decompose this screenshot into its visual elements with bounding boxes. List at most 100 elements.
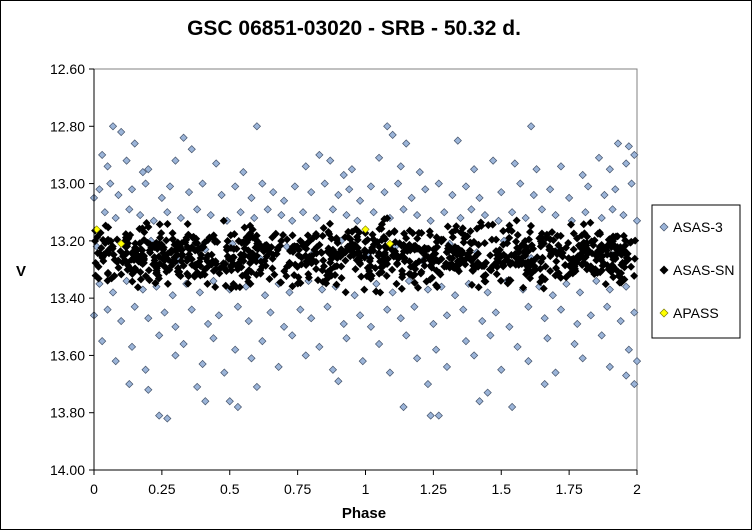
asas-sn-point <box>258 244 267 253</box>
asas-sn-point <box>327 271 336 280</box>
asas-3-point <box>385 368 395 377</box>
asas-3-point <box>328 205 338 214</box>
asas-sn-point <box>355 256 364 265</box>
asas-3-point <box>383 122 392 131</box>
asas-sn-point <box>357 272 366 281</box>
asas-3-point <box>505 322 514 331</box>
asas-sn-point <box>154 274 163 283</box>
asas-sn-point <box>145 276 154 285</box>
asas-3-point <box>475 193 484 202</box>
asas-3-point <box>415 168 424 177</box>
asas-sn-point <box>410 278 419 287</box>
asas-sn-point <box>222 242 231 251</box>
asas-3-point <box>513 342 522 351</box>
asas-3-point <box>98 150 107 160</box>
asas-sn-point <box>199 243 208 252</box>
asas-sn-point <box>360 285 369 294</box>
asas-3-point <box>421 185 430 194</box>
asas-sn-point <box>373 238 382 247</box>
asas-3-point <box>627 179 636 188</box>
asas-sn-point <box>238 271 247 280</box>
asas-3-point <box>616 316 625 326</box>
asas-sn-point <box>554 269 563 278</box>
asas-3-point <box>434 411 443 420</box>
asas-3-point <box>524 302 533 311</box>
asas-3-point <box>339 319 348 329</box>
asas-sn-point <box>341 256 350 265</box>
asas-sn-point <box>350 241 359 250</box>
asas-sn-point <box>221 281 230 290</box>
asas-3-point <box>575 288 585 297</box>
y-tick-label: 12.60 <box>50 61 85 77</box>
asas-3-point <box>279 322 289 331</box>
asas-sn-point <box>533 253 542 262</box>
y-axis-ticks: 12.60 12.80 13.00 13.20 13.40 13.60 13.80 14.00 <box>50 61 94 478</box>
asas-sn-point <box>282 262 291 271</box>
asas-sn-point <box>419 256 428 265</box>
asas-3-point <box>176 213 185 223</box>
asas-3-point <box>307 314 316 323</box>
asas-3-point <box>372 279 381 288</box>
asas-sn-point <box>383 214 392 223</box>
asas-sn-point <box>167 261 176 270</box>
asas-3-point <box>315 342 324 351</box>
asas-sn-point <box>108 242 117 251</box>
asas-sn-point <box>486 251 495 260</box>
asas-sn-point <box>336 248 345 257</box>
asas-sn-point <box>519 283 528 292</box>
asas-sn-point <box>313 276 322 285</box>
asas-3-point <box>597 213 606 223</box>
asas-3-point <box>404 276 414 286</box>
asas-sn-point <box>524 265 533 274</box>
asas-sn-point <box>377 220 386 229</box>
asas-3-point <box>461 182 471 191</box>
asas-sn-point <box>294 273 303 282</box>
asas-sn-point <box>455 248 464 257</box>
asas-sn-point <box>160 262 169 271</box>
asas-3-point <box>103 305 112 314</box>
asas-sn-point <box>344 227 353 236</box>
asas-3-point <box>125 379 134 389</box>
asas-3-point <box>288 331 297 340</box>
asas-3-point <box>198 359 207 369</box>
asas-3-point <box>393 179 403 188</box>
y-tick-label: 13.60 <box>50 347 85 363</box>
asas-sn-point <box>162 236 171 245</box>
asas-3-point <box>510 159 519 168</box>
asas-3-point <box>157 193 166 202</box>
asas-3-point <box>630 150 639 160</box>
asas-sn-point <box>332 236 341 245</box>
asas-sn-point <box>133 252 142 261</box>
asas-sn-point <box>569 229 578 238</box>
asas-3-point <box>279 196 289 205</box>
asas-sn-point <box>568 269 577 278</box>
asas-3-point <box>127 185 137 194</box>
asas-3-point <box>399 205 408 214</box>
asas-sn-point <box>480 277 489 286</box>
asas-3-point <box>106 179 115 188</box>
asas-sn-point <box>203 279 212 288</box>
asas-sn-point <box>561 243 570 252</box>
asas-sn-point <box>353 249 362 258</box>
asas-3-point <box>470 351 479 360</box>
asas-sn-point <box>581 253 590 262</box>
y-tick-label: 13.20 <box>50 233 85 249</box>
asas-sn-point <box>117 270 126 279</box>
asas-sn-point <box>163 249 172 258</box>
asas-3-point <box>233 402 242 412</box>
asas-sn-point <box>433 242 442 251</box>
asas-sn-point <box>525 227 534 236</box>
asas-sn-point <box>104 223 113 232</box>
asas-sn-point <box>417 229 426 238</box>
asas-sn-point <box>410 261 419 270</box>
asas-3-point <box>171 156 180 165</box>
asas-3-point <box>622 282 631 291</box>
apass-point <box>361 225 370 234</box>
asas-3-point <box>127 342 137 351</box>
asas-sn-point <box>223 237 232 246</box>
asas-sn-point <box>586 218 595 227</box>
asas-3-point <box>624 142 633 151</box>
asas-sn-point <box>388 265 397 274</box>
asas-sn-point <box>114 263 123 272</box>
asas-3-point <box>622 371 631 380</box>
